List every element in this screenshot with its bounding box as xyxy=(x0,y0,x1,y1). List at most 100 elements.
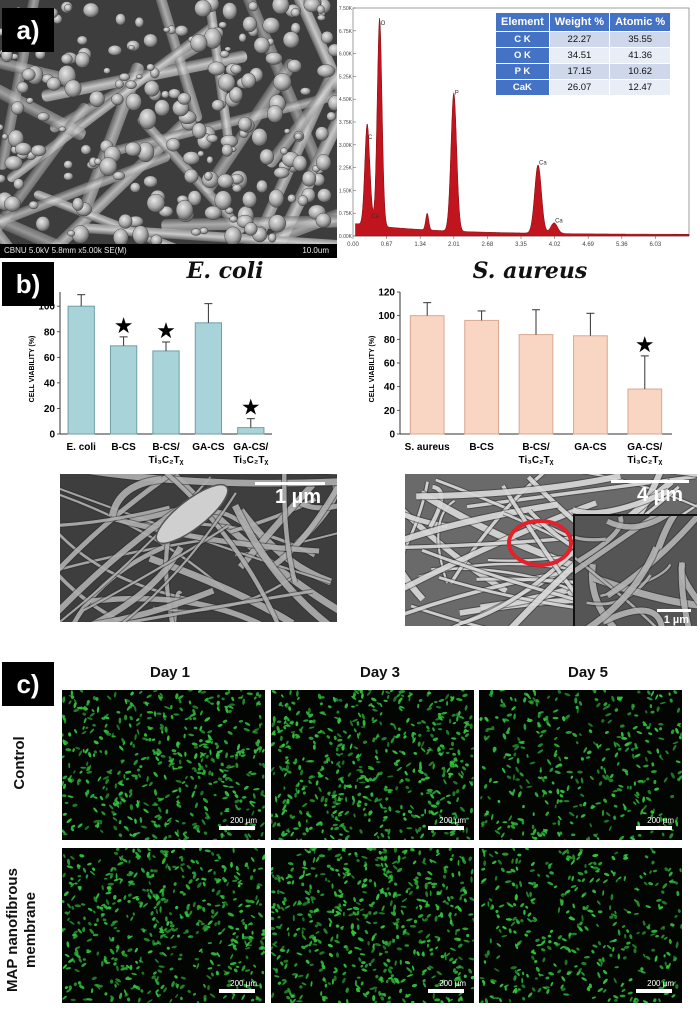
bar xyxy=(152,350,180,435)
spectrum-area xyxy=(355,18,690,237)
table-cell-weight: 17.15 xyxy=(548,63,611,80)
scale-bar xyxy=(219,826,255,830)
panel-label-a: a) xyxy=(2,8,54,52)
bar-chart-ecoli: CELL VIABILITY (%) 0 20 40 60 80 100 E. coli ★ B-… xyxy=(29,292,272,466)
y-tick-label: 60 xyxy=(44,353,56,364)
x-tick-label: GA-CS/ xyxy=(627,442,662,453)
table-row: O K 34.51 41.36 xyxy=(495,47,672,64)
x-tick-label: 2.68 xyxy=(482,242,494,248)
y-axis-label: CELL VIABILITY (%) xyxy=(29,336,36,403)
row-label-control: Control xyxy=(11,736,28,790)
cell-scatter xyxy=(62,690,265,840)
scale-bar xyxy=(611,480,689,483)
bar xyxy=(194,322,223,435)
bar xyxy=(409,315,445,435)
fluorescence-image: 200 µm xyxy=(62,690,265,840)
table-header-weight: Weight % xyxy=(548,12,611,32)
fluorescence-image: 200 µm xyxy=(62,848,265,1003)
scale-label: 200 µm xyxy=(439,816,466,825)
x-tick-label: 0.67 xyxy=(381,242,393,248)
y-tick-label: 1.50K xyxy=(339,188,353,194)
y-tick-label: 6.75K xyxy=(339,29,353,35)
x-tick-label: 0.00 xyxy=(347,242,359,248)
peak-label: O xyxy=(381,21,386,27)
fluorescence-image: 200 µm xyxy=(479,848,682,1003)
sem-ecoli-texture xyxy=(60,474,337,622)
scale-label-saureus: 4 µm xyxy=(637,484,683,506)
bar xyxy=(627,388,663,435)
y-tick-label: 5.25K xyxy=(339,74,353,80)
x-tick-label: GA-CS xyxy=(574,442,607,453)
cell-scatter xyxy=(479,690,682,840)
table-cell-weight: 34.51 xyxy=(548,47,611,64)
x-tick-label: B-CS xyxy=(111,442,136,453)
significance-star: ★ xyxy=(114,314,134,339)
x-tick-label: B-CS xyxy=(469,442,494,453)
table-cell-atomic: 35.55 xyxy=(609,31,672,48)
sem-image-saureus: 4 µm 1 µm xyxy=(405,474,697,626)
eds-spectrum: 0.00K 0.75K 1.50K 2.25K 3.00K 3.75K 4.50K 5.25K… xyxy=(339,2,697,255)
y-tick-label: 4.50K xyxy=(339,97,353,103)
sem-info-bar: CBNU 5.0kV 5.8mm x5.00k SE(M) 10.0um xyxy=(0,244,337,258)
y-tick-label: 120 xyxy=(378,288,395,299)
y-tick-label: 6.00K xyxy=(339,52,353,58)
sem-image-ecoli: 1 µm xyxy=(60,474,337,622)
x-tick-label: GA-CS xyxy=(192,442,225,453)
table-cell-atomic: 41.36 xyxy=(609,47,672,64)
table-cell-weight: 22.27 xyxy=(548,31,611,48)
scale-bar xyxy=(428,989,464,993)
bar xyxy=(109,345,138,435)
y-axis-label: CELL VIABILITY (%) xyxy=(369,336,376,403)
fluorescence-image: 200 µm xyxy=(271,848,474,1003)
x-tick-label: S. aureus xyxy=(405,442,450,453)
y-tick-label: 7.50K xyxy=(339,6,353,12)
significance-star: ★ xyxy=(156,319,176,344)
x-tick-label: GA-CS/ xyxy=(233,442,268,453)
significance-star: ★ xyxy=(635,333,655,358)
cell-scatter xyxy=(62,848,265,1003)
scale-label-inset: 1 µm xyxy=(663,614,689,626)
y-tick-label: 0.75K xyxy=(339,211,353,217)
table-cell-element: CaK xyxy=(495,79,550,96)
panel-label-c: c) xyxy=(2,662,54,706)
peak-label: Ca xyxy=(371,214,379,220)
x-tick-label: 5.36 xyxy=(616,242,628,248)
fluorescence-image: 200 µm xyxy=(479,690,682,840)
sem-a-texture xyxy=(0,0,337,258)
x-tick-label: 1.34 xyxy=(414,242,426,248)
x-tick-label: 6.03 xyxy=(650,242,662,248)
y-tick-label: 80 xyxy=(384,335,396,346)
chart-title-ecoli: E. coli xyxy=(186,258,264,284)
sem-inset: 1 µm xyxy=(573,514,697,626)
table-cell-weight: 26.07 xyxy=(548,79,611,96)
highlight-circle xyxy=(507,519,573,567)
bar-chart-saureus: CELL VIABILITY (%) 0 20 40 60 80 100 120 S. aure… xyxy=(369,288,672,466)
x-tick-label: 3.35 xyxy=(515,242,527,248)
scale-bar xyxy=(428,826,464,830)
bar xyxy=(464,319,499,435)
x-tick-label: Ti₃C₂Tᵪ xyxy=(149,455,184,466)
scale-label: 200 µm xyxy=(230,816,257,825)
peak-label: C xyxy=(368,135,373,141)
y-tick-label: 20 xyxy=(44,404,56,415)
sem-image-a: CBNU 5.0kV 5.8mm x5.00k SE(M) 10.0um xyxy=(0,0,337,258)
scale-bar xyxy=(219,989,255,993)
x-tick-label: B-CS/ xyxy=(152,442,179,453)
panel-label-b: b) xyxy=(2,262,54,306)
column-label-day5: Day 5 xyxy=(567,664,609,681)
peak-label: Ca xyxy=(539,161,547,167)
bar xyxy=(518,334,554,435)
sem-info-left: CBNU 5.0kV 5.8mm x5.00k SE(M) xyxy=(4,246,127,255)
x-tick-label: 2.01 xyxy=(448,242,460,248)
y-tick-label: 100 xyxy=(378,311,395,322)
chart-title-saureus: S. aureus xyxy=(472,258,588,284)
y-tick-label: 3.00K xyxy=(339,143,353,149)
x-tick-label: B-CS/ xyxy=(522,442,549,453)
scale-bar xyxy=(657,609,691,612)
column-label-day3: Day 3 xyxy=(359,664,401,681)
table-cell-atomic: 10.62 xyxy=(609,63,672,80)
table-cell-element: C K xyxy=(495,31,550,48)
table-row: P K 17.15 10.62 xyxy=(495,63,672,80)
cell-scatter xyxy=(479,848,682,1003)
scale-label: 200 µm xyxy=(647,979,674,988)
